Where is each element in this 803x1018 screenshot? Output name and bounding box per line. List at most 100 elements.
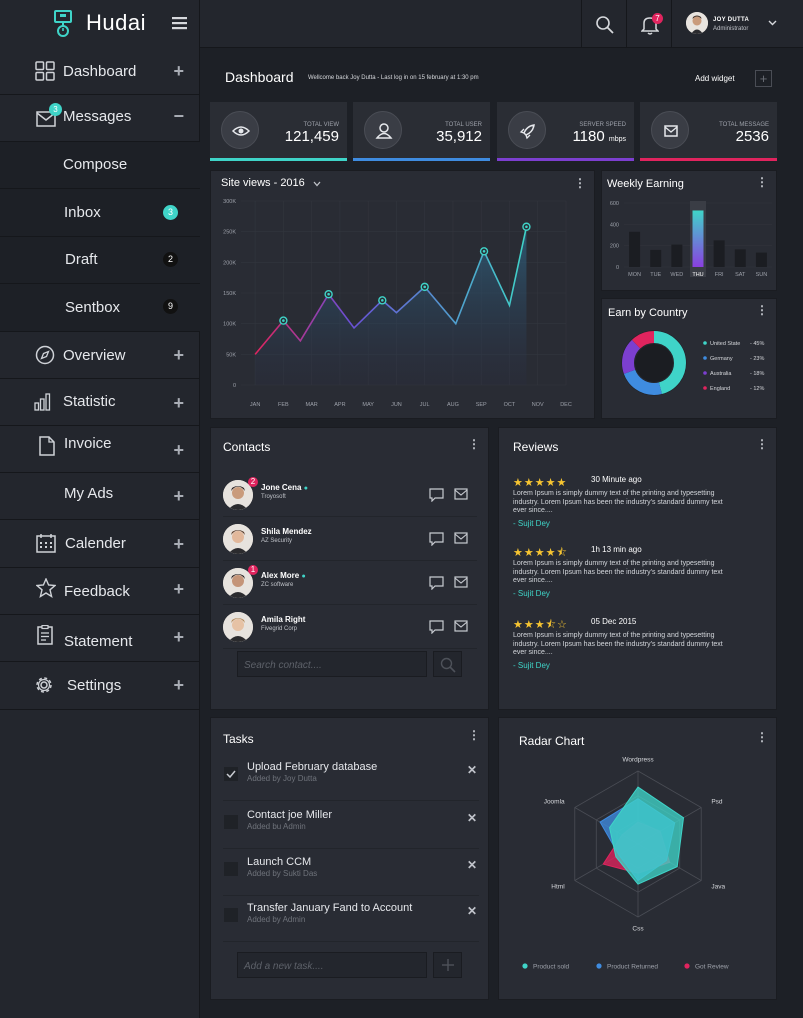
mail-icon[interactable] bbox=[454, 488, 468, 500]
rocket-icon bbox=[508, 111, 546, 149]
sidebar-item-feedback[interactable]: Feedback + bbox=[0, 568, 200, 615]
close-icon[interactable]: ✕ bbox=[466, 811, 477, 825]
radar-axis-label: Css bbox=[632, 926, 644, 933]
review-author-link[interactable]: - Sujit Dey bbox=[513, 588, 550, 598]
radar-axis-label: Psd bbox=[711, 799, 723, 806]
chat-icon[interactable] bbox=[429, 488, 444, 502]
legend-value: - 12% bbox=[750, 386, 764, 392]
reviews-panel: Reviews ⋮ ★★★★★ 30 Minute ago Lorem Ipsum … bbox=[498, 427, 777, 710]
contact-row[interactable]: 1 Alex More ● ZC software bbox=[223, 561, 477, 605]
x-tick-label: DEC bbox=[560, 402, 572, 408]
stat-caption: TOTAL USER bbox=[445, 122, 482, 128]
more-icon[interactable]: ⋮ bbox=[468, 437, 480, 451]
radar-axis-label: Html bbox=[551, 883, 565, 890]
sidebar-item-inbox[interactable]: Inbox 3 bbox=[0, 189, 200, 237]
chevron-down-icon[interactable] bbox=[313, 181, 321, 187]
sidebar-item-compose[interactable]: Compose bbox=[0, 142, 200, 189]
contact-row[interactable]: 2 Jone Cena ● Troyosoft bbox=[223, 473, 477, 517]
task-checkbox[interactable] bbox=[224, 815, 238, 829]
bar bbox=[755, 252, 767, 267]
contact-row[interactable]: Amila Right Fivegrid Corp bbox=[223, 605, 477, 649]
contacts-title: Contacts bbox=[223, 440, 271, 454]
legend-label: Product Returned bbox=[607, 964, 658, 971]
x-tick-label: NOV bbox=[532, 402, 544, 408]
sidebar-item-label: Feedback bbox=[64, 583, 130, 600]
more-icon[interactable]: ⋮ bbox=[756, 437, 768, 451]
sidebar-item-label: Invoice bbox=[64, 435, 112, 452]
more-icon[interactable]: ⋮ bbox=[756, 730, 768, 744]
more-icon[interactable]: ⋮ bbox=[756, 303, 768, 317]
task-checkbox[interactable] bbox=[224, 908, 238, 922]
sidebar-item-statistic[interactable]: Statistic + bbox=[0, 379, 200, 426]
new-task-input[interactable]: Add a new task.... bbox=[237, 952, 427, 978]
more-icon[interactable]: ⋮ bbox=[756, 175, 768, 189]
user-menu[interactable]: JOY DUTTA Administrator bbox=[671, 0, 803, 48]
legend-label: Australia bbox=[710, 371, 732, 377]
sidebar-item-label: Inbox bbox=[64, 204, 101, 221]
review-time: 30 Minute ago bbox=[591, 475, 642, 484]
sidebar-item-draft[interactable]: Draft 2 bbox=[0, 237, 200, 284]
sidebar-item-dashboard[interactable]: Dashboard + bbox=[0, 48, 200, 95]
add-widget-button[interactable]: Add widget bbox=[695, 74, 735, 83]
task-checkbox[interactable] bbox=[224, 862, 238, 876]
menu-icon[interactable] bbox=[172, 16, 187, 30]
stat-value: 2536 bbox=[735, 128, 769, 145]
add-task-button[interactable] bbox=[433, 952, 462, 978]
legend-label: Got Review bbox=[695, 964, 729, 971]
online-indicator: ● bbox=[303, 485, 308, 492]
sidebar-item-invoice[interactable]: Invoice + bbox=[0, 426, 200, 473]
site-views-year[interactable]: - 2016 bbox=[273, 177, 305, 189]
sidebar-item-messages[interactable]: 3 Messages − bbox=[0, 95, 200, 142]
sidebar-item-sentbox[interactable]: Sentbox 9 bbox=[0, 284, 200, 332]
task-author: Added by Sukti Das bbox=[247, 869, 318, 878]
close-icon[interactable]: ✕ bbox=[466, 904, 477, 918]
donut-slice bbox=[622, 331, 686, 395]
draft-count: 2 bbox=[163, 252, 178, 267]
review-item: ★★★⯪☆ 05 Dec 2015 Lorem Ipsum is simply du… bbox=[513, 615, 733, 670]
review-time: 1h 13 min ago bbox=[591, 545, 642, 554]
series-line bbox=[254, 226, 528, 355]
x-tick-label: JAN bbox=[250, 402, 260, 408]
close-icon[interactable]: ✕ bbox=[466, 858, 477, 872]
radar-chart-panel: Radar Chart ⋮ Wordpress Psd Java Css Html Joo… bbox=[498, 717, 777, 1000]
search-button[interactable] bbox=[581, 0, 626, 48]
legend-value: - 45% bbox=[750, 341, 764, 347]
plus-icon: + bbox=[173, 393, 184, 413]
chat-icon[interactable] bbox=[429, 576, 444, 590]
search-contact-button[interactable] bbox=[433, 651, 462, 677]
more-icon[interactable]: ⋮ bbox=[468, 728, 480, 742]
mail-icon[interactable] bbox=[454, 620, 468, 632]
more-icon[interactable]: ⋮ bbox=[574, 176, 586, 190]
clipboard-icon bbox=[37, 625, 53, 645]
legend-label: United State bbox=[710, 341, 740, 347]
notification-count-badge: 7 bbox=[652, 13, 663, 24]
plus-icon: + bbox=[173, 627, 184, 647]
mail-icon[interactable] bbox=[454, 576, 468, 588]
review-item: ★★★★⯪ 1h 13 min ago Lorem Ipsum is simply … bbox=[513, 543, 733, 598]
sidebar-item-calender[interactable]: Calender + bbox=[0, 520, 200, 568]
radar-chart-title: Radar Chart bbox=[519, 734, 585, 748]
task-checkbox[interactable] bbox=[224, 767, 238, 781]
mail-icon[interactable] bbox=[454, 532, 468, 544]
star-icon bbox=[36, 578, 56, 598]
bar bbox=[734, 249, 746, 267]
sidebar-item-my-ads[interactable]: My Ads + bbox=[0, 473, 200, 520]
contact-row[interactable]: Shila Mendez AZ Security bbox=[223, 517, 477, 561]
review-author-link[interactable]: - Sujit Dey bbox=[513, 660, 550, 670]
sidebar-item-statement[interactable]: Statement + bbox=[0, 615, 200, 662]
chat-icon[interactable] bbox=[429, 620, 444, 634]
search-contact-input[interactable]: Search contact.... bbox=[237, 651, 427, 677]
chat-icon[interactable] bbox=[429, 532, 444, 546]
add-widget-icon[interactable]: + bbox=[755, 70, 772, 87]
donut-hole bbox=[635, 344, 673, 382]
document-icon bbox=[39, 436, 55, 456]
close-icon[interactable]: ✕ bbox=[466, 763, 477, 777]
inbox-count: 3 bbox=[163, 205, 178, 220]
sidebar-item-label: Draft bbox=[65, 251, 98, 268]
notifications-button[interactable]: 7 bbox=[626, 0, 671, 48]
earn-by-country-chart: United State - 45% Germany - 23% Australia - … bbox=[621, 330, 764, 396]
review-author-link[interactable]: - Sujit Dey bbox=[513, 518, 550, 528]
sidebar-item-settings[interactable]: Settings + bbox=[0, 662, 200, 710]
sidebar-item-overview[interactable]: Overview + bbox=[0, 332, 200, 379]
user-icon bbox=[364, 111, 402, 149]
